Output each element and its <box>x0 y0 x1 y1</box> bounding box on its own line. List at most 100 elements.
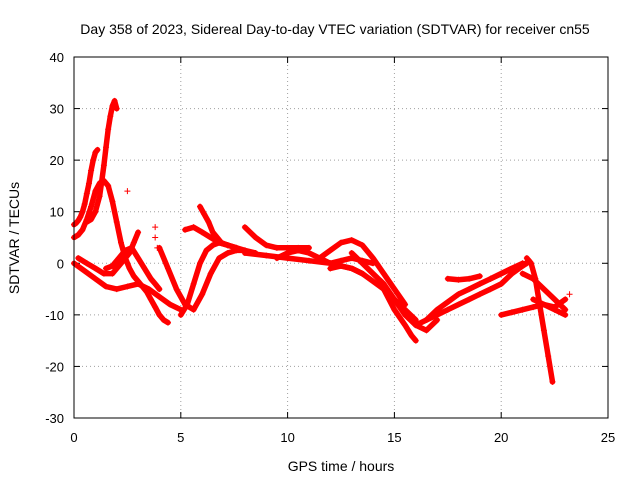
data-point <box>100 270 107 277</box>
data-point <box>122 247 129 254</box>
data-point <box>327 247 334 254</box>
data-point <box>444 275 451 282</box>
data-point <box>241 224 248 231</box>
chart-title: Day 358 of 2023, Sidereal Day-to-day VTE… <box>80 21 590 37</box>
x-tick-label: 0 <box>70 430 77 445</box>
data-point <box>141 265 148 272</box>
data-point <box>476 273 483 280</box>
data-point <box>83 190 90 197</box>
data-point <box>109 270 116 277</box>
data-point <box>305 257 312 264</box>
data-point <box>117 260 124 267</box>
data-point <box>359 242 366 249</box>
data-point <box>444 306 451 313</box>
data-point <box>523 255 530 262</box>
data-point <box>156 286 163 293</box>
data-point <box>316 255 323 262</box>
data-point <box>126 265 133 272</box>
data-point <box>190 224 197 231</box>
data-point <box>562 306 569 313</box>
data-point <box>455 301 462 308</box>
x-tick-label: 15 <box>387 430 401 445</box>
data-point <box>476 291 483 298</box>
data-point <box>412 322 419 329</box>
data-point <box>109 262 116 269</box>
data-point <box>370 270 377 277</box>
data-point <box>476 280 483 287</box>
data-point <box>111 97 118 104</box>
data-point <box>466 275 473 282</box>
data-point <box>528 260 535 267</box>
data-point <box>540 327 547 334</box>
data-point <box>434 317 441 324</box>
data-point <box>207 270 214 277</box>
data-point <box>92 275 99 282</box>
data-point <box>487 275 494 282</box>
data-point <box>370 255 377 262</box>
data-point <box>88 203 95 210</box>
plot-frame <box>73 56 609 419</box>
data-point <box>154 244 161 251</box>
data-point <box>75 231 82 238</box>
series-track-16 <box>348 249 441 334</box>
data-point <box>152 234 159 241</box>
data-point <box>348 249 355 256</box>
series-outliers <box>124 188 573 313</box>
data-point <box>530 304 537 311</box>
data-point <box>508 270 515 277</box>
data-point <box>156 293 163 300</box>
data-point <box>562 311 569 318</box>
data-point <box>190 280 197 287</box>
data-point <box>135 280 142 287</box>
data-point <box>402 322 409 329</box>
data-point <box>402 311 409 318</box>
data-point <box>81 268 88 275</box>
data-point <box>263 252 270 259</box>
series-track-17 <box>380 286 419 344</box>
data-point <box>370 278 377 285</box>
data-point <box>109 198 116 205</box>
data-point <box>540 301 547 308</box>
data-point <box>233 244 240 251</box>
data-point <box>184 301 191 308</box>
data-point <box>348 265 355 272</box>
series-track-6 <box>103 244 163 293</box>
data-point <box>75 255 82 262</box>
data-point <box>216 255 223 262</box>
data-point <box>152 304 159 311</box>
data-point <box>338 262 344 269</box>
data-point <box>566 291 573 298</box>
data-point <box>92 265 99 272</box>
data-point <box>380 270 387 277</box>
data-point <box>284 244 291 251</box>
data-point <box>305 249 312 256</box>
data-point <box>551 304 558 311</box>
series-track <box>156 245 259 313</box>
y-tick-label: -20 <box>45 359 64 374</box>
data-point <box>145 286 152 293</box>
data-points <box>71 97 573 385</box>
data-point <box>92 208 99 215</box>
data-point <box>160 317 167 324</box>
data-point <box>305 244 312 251</box>
data-point <box>205 219 212 226</box>
data-point <box>540 286 547 293</box>
data-point <box>498 270 505 277</box>
data-point <box>79 226 86 233</box>
series-track-3 <box>83 97 120 226</box>
data-point <box>224 249 231 256</box>
y-tick-label: -30 <box>45 411 64 426</box>
data-point <box>348 237 355 244</box>
data-point <box>273 255 280 262</box>
data-point <box>508 309 515 316</box>
data-point <box>113 286 120 293</box>
x-tick-label: 20 <box>494 430 508 445</box>
data-point <box>284 255 291 262</box>
data-point <box>98 177 105 184</box>
data-point <box>530 275 537 282</box>
data-point <box>113 219 120 226</box>
data-point <box>147 275 154 282</box>
data-point <box>109 102 116 109</box>
data-point <box>164 319 171 326</box>
data-point <box>549 378 556 385</box>
